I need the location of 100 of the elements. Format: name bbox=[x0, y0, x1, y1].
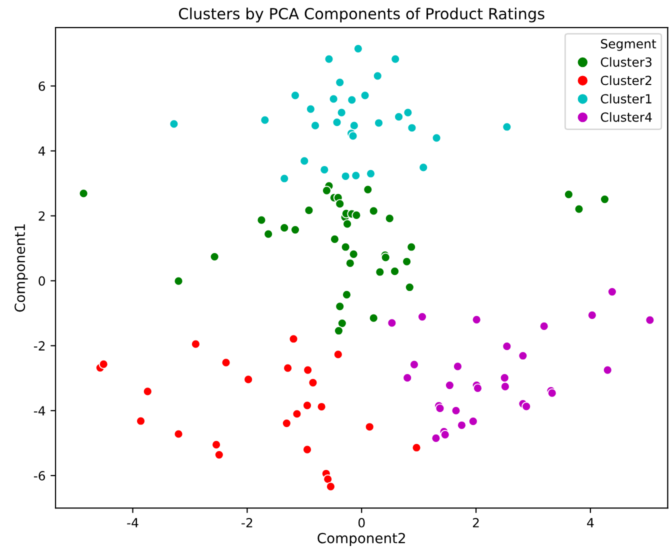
point bbox=[190, 339, 200, 349]
x-tick-label: 4 bbox=[587, 518, 594, 528]
point bbox=[600, 194, 610, 204]
point bbox=[368, 206, 378, 216]
point bbox=[402, 256, 412, 266]
point bbox=[335, 78, 345, 88]
point bbox=[404, 282, 414, 292]
point bbox=[303, 365, 313, 375]
point bbox=[574, 204, 584, 214]
point bbox=[316, 402, 326, 412]
point bbox=[290, 90, 300, 100]
y-tick-label: 0 bbox=[38, 276, 45, 286]
y-tick-label: 6 bbox=[38, 81, 46, 91]
point bbox=[402, 373, 412, 383]
point bbox=[363, 184, 373, 194]
legend-label: Cluster3 bbox=[600, 57, 652, 67]
point bbox=[320, 164, 330, 175]
point bbox=[174, 276, 184, 286]
x-tick-label: -2 bbox=[242, 518, 252, 528]
point bbox=[645, 315, 655, 325]
point bbox=[302, 444, 312, 454]
point bbox=[340, 171, 350, 181]
point bbox=[214, 450, 224, 460]
y-tick-label: 2 bbox=[38, 211, 45, 221]
point bbox=[432, 133, 442, 143]
point bbox=[372, 71, 382, 81]
point bbox=[417, 312, 427, 322]
point bbox=[418, 162, 428, 172]
point bbox=[342, 290, 352, 300]
point bbox=[288, 334, 298, 344]
point bbox=[340, 242, 350, 252]
point bbox=[308, 378, 318, 388]
point bbox=[300, 156, 310, 166]
point bbox=[210, 252, 220, 262]
point bbox=[352, 210, 362, 220]
point bbox=[394, 112, 404, 122]
point bbox=[330, 234, 340, 244]
point bbox=[390, 266, 400, 276]
point bbox=[136, 416, 146, 426]
point bbox=[332, 118, 342, 128]
point bbox=[390, 54, 400, 64]
point bbox=[564, 190, 574, 200]
point bbox=[244, 374, 254, 384]
point bbox=[98, 359, 108, 369]
point bbox=[304, 206, 314, 216]
point bbox=[431, 433, 441, 443]
y-tick-label: -6 bbox=[34, 471, 46, 480]
point bbox=[334, 326, 344, 336]
point bbox=[539, 321, 549, 331]
point bbox=[409, 360, 419, 370]
point bbox=[380, 252, 390, 262]
point bbox=[364, 422, 374, 432]
point bbox=[323, 474, 333, 484]
y-tick-label: -4 bbox=[34, 406, 46, 416]
legend-label: Cluster1 bbox=[600, 94, 652, 104]
point bbox=[322, 186, 332, 196]
point bbox=[282, 418, 292, 428]
point bbox=[256, 215, 266, 225]
y-tick-label: 4 bbox=[38, 146, 46, 156]
point bbox=[360, 90, 370, 100]
point bbox=[347, 95, 357, 105]
point bbox=[349, 120, 359, 130]
point bbox=[472, 383, 482, 393]
point bbox=[310, 120, 320, 130]
point bbox=[353, 44, 363, 54]
point bbox=[335, 302, 345, 312]
point bbox=[348, 131, 358, 141]
point bbox=[351, 170, 361, 180]
x-axis-title: Component2 bbox=[318, 532, 405, 546]
point bbox=[456, 420, 466, 430]
point bbox=[280, 174, 290, 184]
point bbox=[452, 362, 462, 372]
point bbox=[518, 351, 528, 361]
point bbox=[403, 108, 413, 118]
point bbox=[345, 258, 355, 268]
point bbox=[500, 382, 510, 392]
point bbox=[435, 404, 445, 414]
point bbox=[174, 429, 184, 439]
point bbox=[212, 440, 222, 450]
point bbox=[306, 104, 316, 114]
point bbox=[607, 287, 617, 297]
point bbox=[468, 416, 478, 426]
point bbox=[587, 310, 597, 320]
point bbox=[375, 267, 385, 277]
point bbox=[142, 386, 152, 396]
point bbox=[406, 242, 416, 252]
point bbox=[328, 94, 338, 104]
point bbox=[368, 313, 378, 323]
point bbox=[324, 54, 334, 64]
point bbox=[602, 365, 612, 375]
point bbox=[333, 350, 343, 360]
point bbox=[336, 108, 346, 118]
x-tick-label: 0 bbox=[358, 518, 365, 528]
point bbox=[500, 373, 510, 383]
point bbox=[502, 122, 512, 132]
point bbox=[290, 225, 300, 235]
point bbox=[264, 229, 274, 239]
point bbox=[260, 115, 270, 125]
point bbox=[440, 430, 450, 440]
point bbox=[169, 119, 179, 129]
